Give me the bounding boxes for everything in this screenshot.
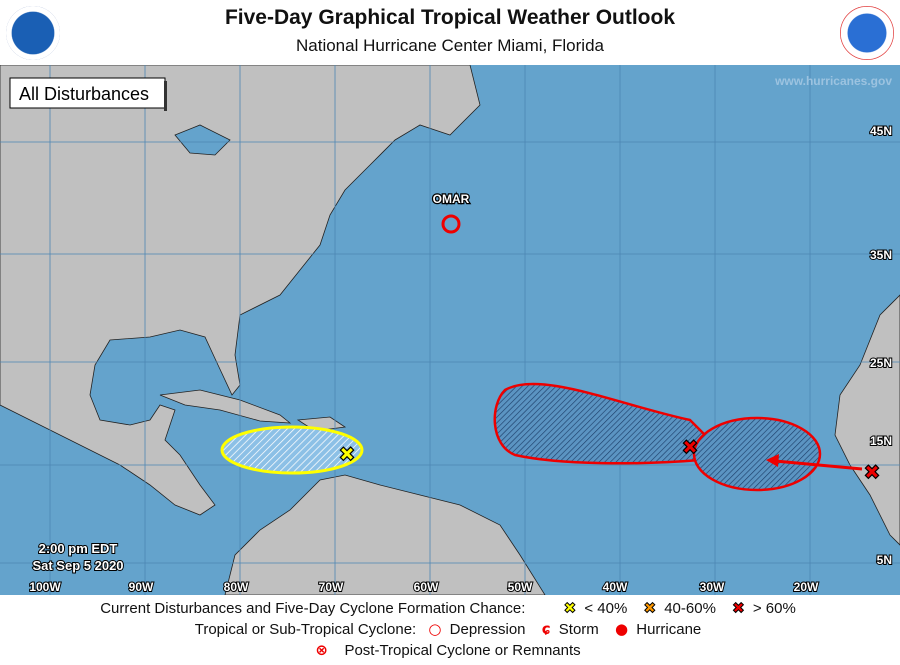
africa	[834, 294, 900, 546]
legend-hurricane: Hurricane	[636, 621, 702, 638]
lon-label: 60W	[414, 580, 439, 594]
legend-high: > 60%	[752, 600, 796, 617]
legend-depression: Depression	[449, 621, 526, 638]
lat-label: 5N	[877, 553, 892, 567]
south-america	[224, 474, 546, 595]
lon-label: 30W	[700, 580, 725, 594]
lat-label: 45N	[870, 124, 892, 138]
x-yellow-icon: ✖	[563, 599, 577, 618]
omar-storm-icon[interactable]	[441, 214, 461, 234]
lon-label: 80W	[224, 580, 249, 594]
depression-icon: ○	[428, 620, 442, 638]
noaa-logo	[6, 6, 60, 60]
outlook-map: ✖ ✖ ✖ OMAR www.hurricanes.gov 45N 35N 25…	[0, 65, 900, 595]
legend-storm: Storm	[558, 621, 599, 638]
lat-label: 15N	[870, 434, 892, 448]
legend-row-3: ⊗ Post-Tropical Cyclone or Remnants	[0, 641, 900, 660]
lon-label: 100W	[29, 580, 61, 594]
panel-label: All Disturbances	[19, 84, 149, 104]
page-subtitle: National Hurricane Center Miami, Florida	[295, 36, 604, 55]
post-tropical-icon: ⊗	[315, 641, 328, 659]
great-lakes	[174, 124, 231, 156]
website-label: www.hurricanes.gov	[774, 74, 892, 88]
legend-row-1: Current Disturbances and Five-Day Cyclon…	[0, 599, 900, 618]
omar-label: OMAR	[433, 192, 470, 206]
disturbance-area-high-1[interactable]	[493, 382, 707, 465]
disturbance-area-high-2[interactable]	[692, 416, 822, 492]
timestamp-time: 2:00 pm EDT	[39, 541, 118, 556]
x-marker-high-1[interactable]: ✖	[681, 434, 699, 459]
lon-label: 70W	[319, 580, 344, 594]
legend-low: < 40%	[584, 600, 628, 617]
legend-label: Current Disturbances and Five-Day Cyclon…	[100, 600, 526, 617]
motion-arrow	[766, 454, 863, 471]
lon-label: 40W	[603, 580, 628, 594]
timestamp-date: Sat Sep 5 2020	[32, 558, 123, 573]
lat-label: 25N	[870, 356, 892, 370]
x-marker-high-2[interactable]: ✖	[863, 459, 881, 484]
lon-label: 50W	[508, 580, 533, 594]
storm-icon: ɕ	[541, 620, 551, 638]
graticule	[0, 65, 900, 595]
nws-logo	[840, 6, 894, 60]
legend-label: Tropical or Sub-Tropical Cyclone:	[194, 621, 417, 638]
hurricane-icon: ●	[614, 620, 629, 638]
disturbance-area-low[interactable]	[220, 425, 364, 475]
x-red-icon: ✖	[732, 599, 746, 618]
x-marker-low[interactable]: ✖	[338, 441, 356, 466]
lon-label: 20W	[794, 580, 819, 594]
lon-label: 90W	[129, 580, 154, 594]
legend-post-tropical: Post-Tropical Cyclone or Remnants	[344, 642, 581, 659]
legend-medium: 40-60%	[664, 600, 716, 617]
cuba	[159, 389, 292, 424]
legend-row-2: Tropical or Sub-Tropical Cyclone: ○ Depr…	[0, 620, 900, 639]
x-orange-icon: ✖	[643, 599, 657, 618]
lat-label: 35N	[870, 248, 892, 262]
page-title: Five-Day Graphical Tropical Weather Outl…	[224, 6, 676, 29]
